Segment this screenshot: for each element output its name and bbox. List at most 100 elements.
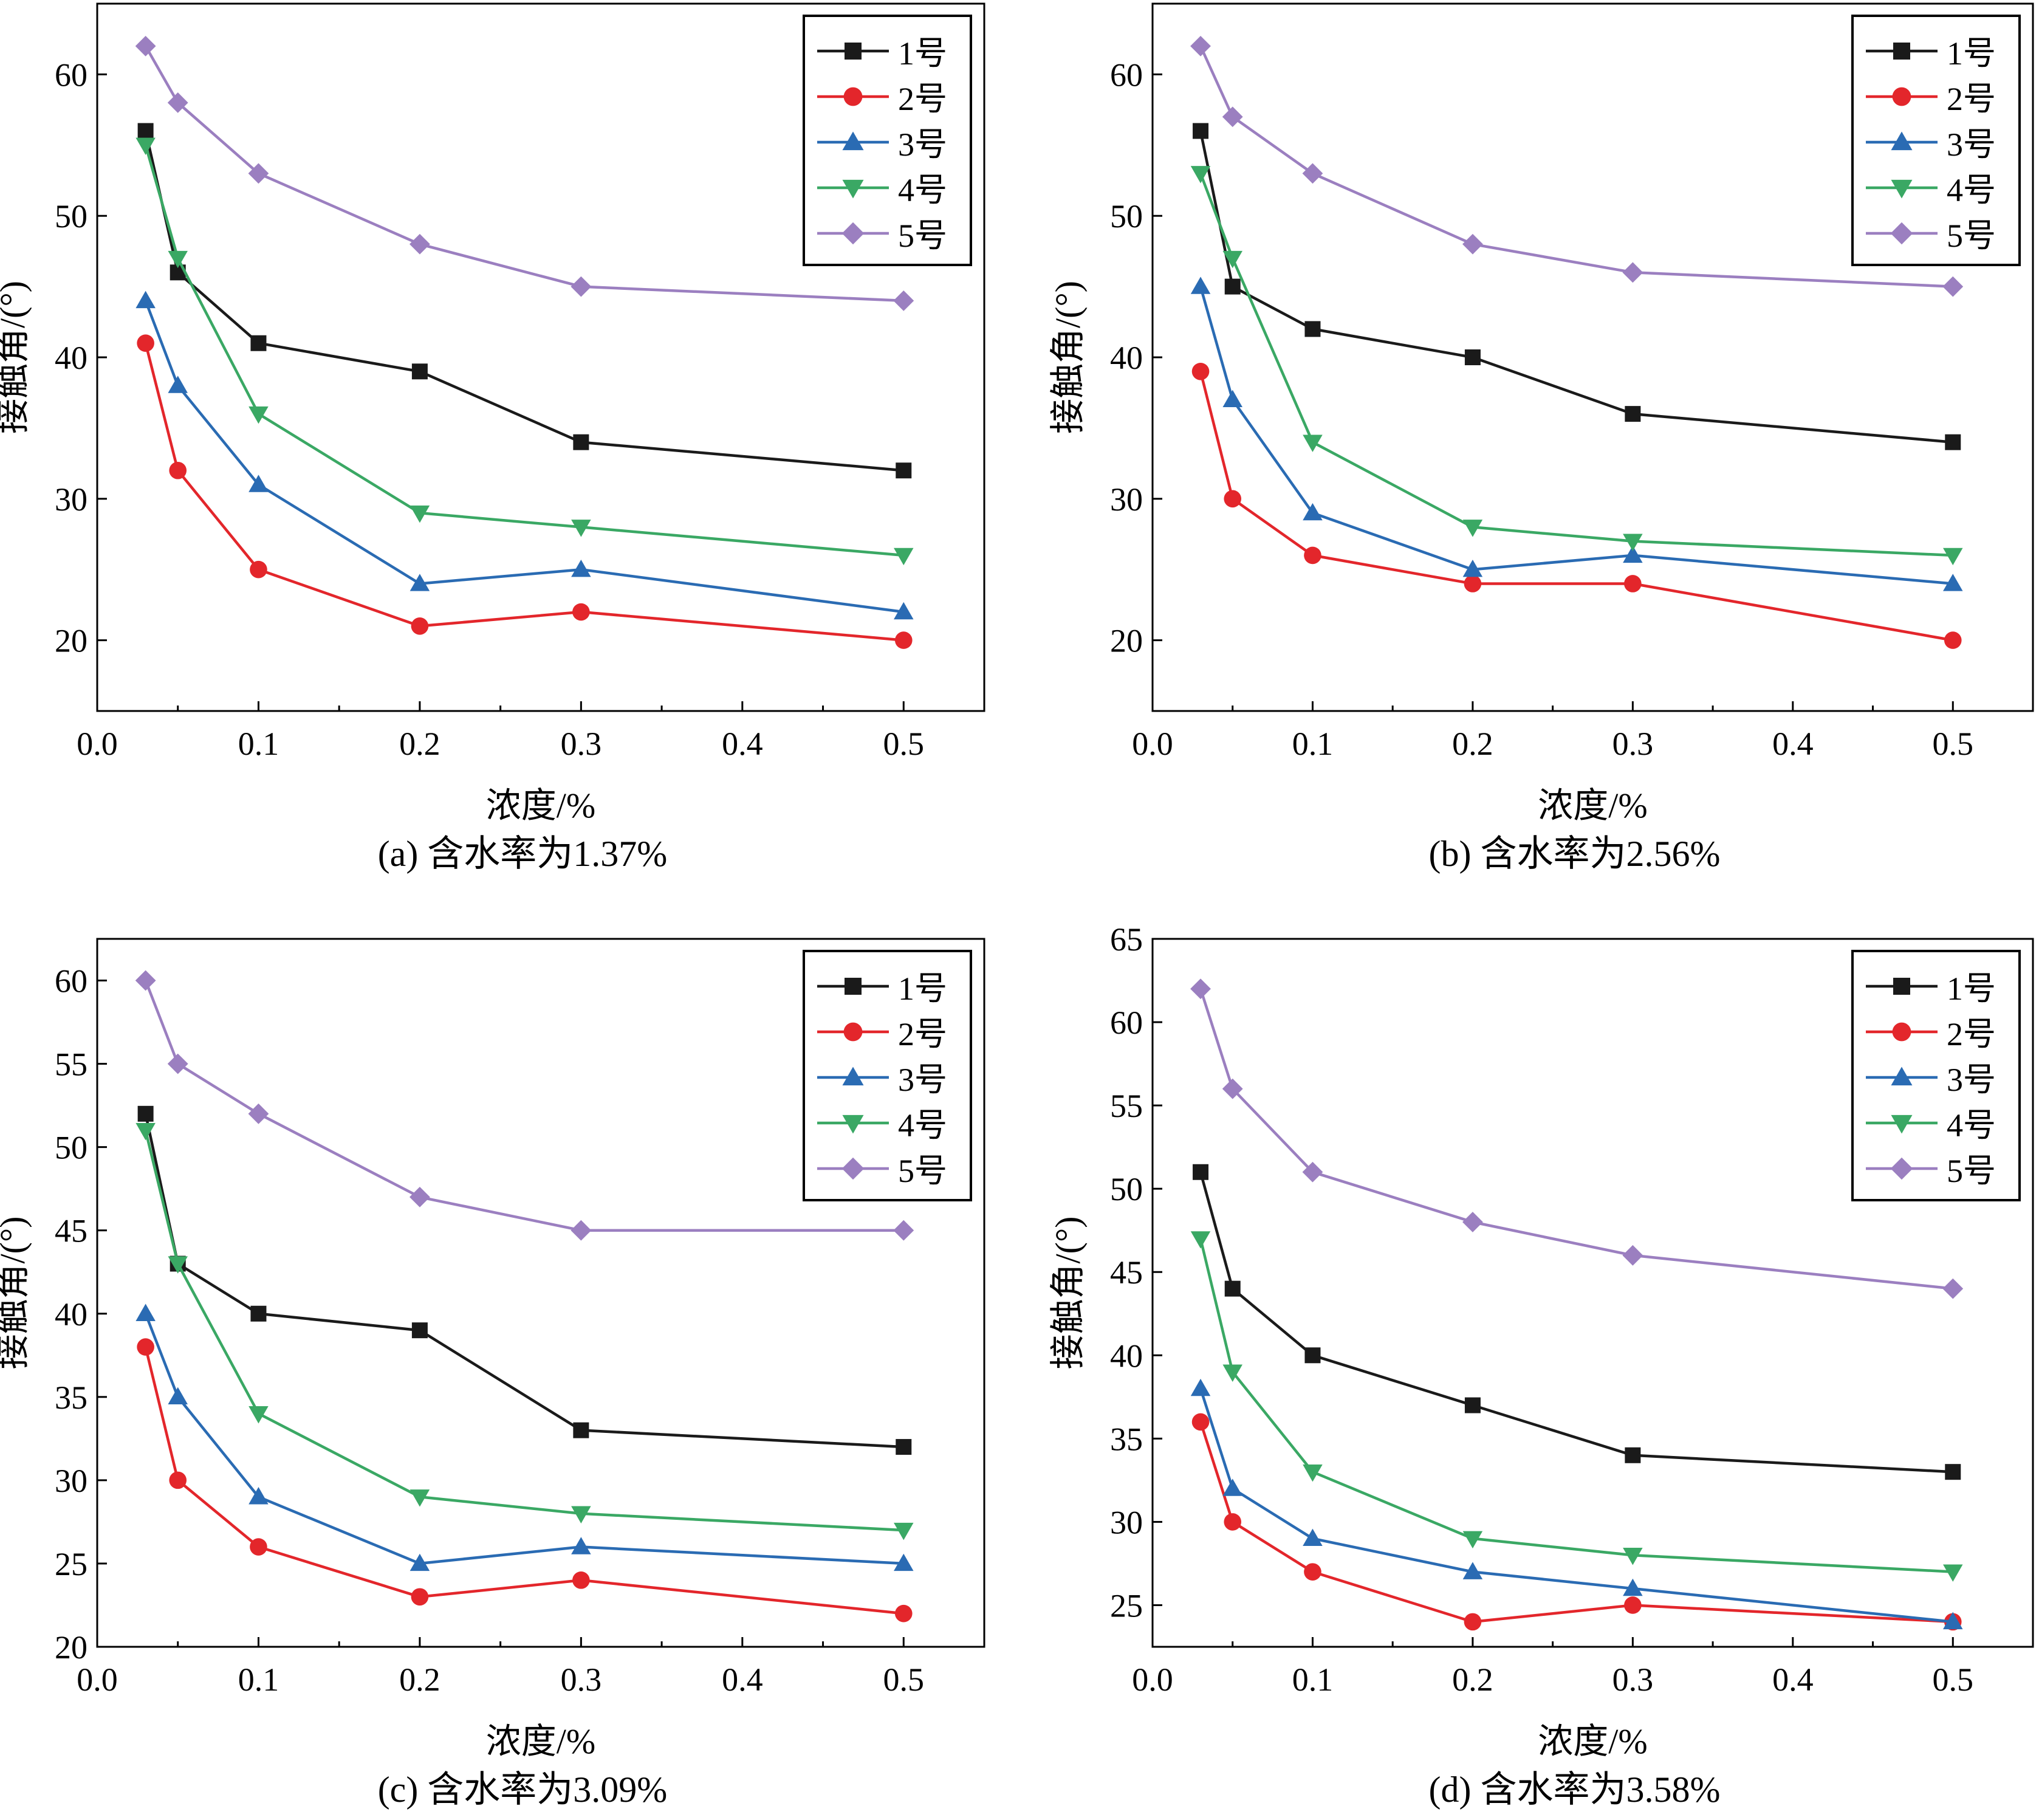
- y-tick-label: 20: [55, 1629, 87, 1666]
- data-point-series-5: [410, 233, 430, 255]
- y-tick-label: 25: [55, 1546, 87, 1582]
- data-point-series-3: [571, 559, 591, 577]
- data-point-series-3: [135, 1303, 156, 1321]
- data-point-series-1: [573, 1422, 589, 1438]
- x-tick-label: 0.4: [1772, 1661, 1814, 1698]
- data-point-series-1: [1945, 434, 1961, 450]
- x-axis-label: 浓度/%: [486, 786, 595, 825]
- data-point-series-3: [571, 1537, 591, 1554]
- series-line-5: [1199, 988, 1953, 1290]
- legend-marker-2: [1892, 87, 1911, 106]
- x-tick-label: 0.1: [1292, 726, 1334, 762]
- series-line-3: [1199, 1388, 1953, 1624]
- data-point-series-2: [169, 461, 187, 479]
- legend-marker-3: [842, 131, 864, 151]
- y-tick-label: 40: [55, 340, 87, 376]
- y-tick-label: 60: [1110, 1004, 1143, 1041]
- legend-marker-1: [845, 978, 862, 995]
- y-tick-label: 60: [55, 963, 87, 1000]
- legend-box: [803, 15, 972, 266]
- y-tick-label: 50: [55, 198, 87, 235]
- series-line-1: [144, 130, 904, 472]
- data-point-series-3: [1222, 1478, 1242, 1496]
- data-point-series-5: [1622, 262, 1643, 283]
- data-point-series-1: [1224, 1280, 1241, 1297]
- x-tick-label: 0.0: [1132, 726, 1173, 762]
- y-tick-label: 30: [55, 1463, 87, 1499]
- x-tick-label: 0.4: [1772, 726, 1814, 762]
- y-tick-label: 50: [1110, 198, 1143, 235]
- data-point-series-4: [1623, 534, 1643, 551]
- data-point-series-5: [167, 92, 188, 113]
- legend-label-3: 3号: [898, 126, 947, 163]
- y-tick-label: 50: [55, 1130, 87, 1166]
- plot-frame: [1151, 938, 2034, 1648]
- data-point-series-5: [167, 1053, 188, 1074]
- data-point-series-4: [1190, 166, 1211, 184]
- data-point-series-2: [572, 1571, 590, 1589]
- data-point-series-5: [135, 970, 156, 991]
- series-line-2: [144, 343, 904, 642]
- legend-label-3: 3号: [1947, 1062, 1996, 1098]
- x-tick-label: 0.2: [399, 726, 440, 762]
- data-point-series-2: [1191, 1413, 1210, 1431]
- data-point-series-5: [893, 1220, 914, 1241]
- data-point-series-5: [1622, 1245, 1643, 1266]
- legend-marker-3: [1891, 131, 1913, 151]
- series-line-2: [144, 1347, 904, 1615]
- data-point-series-4: [248, 1406, 269, 1424]
- data-point-series-3: [1303, 1528, 1323, 1547]
- legend-label-2: 2号: [898, 81, 947, 117]
- data-point-series-2: [250, 1538, 267, 1556]
- data-point-series-1: [1625, 406, 1641, 422]
- x-tick-label: 0.0: [77, 726, 118, 762]
- data-point-series-4: [1303, 1464, 1323, 1482]
- x-tick-label: 0.5: [883, 726, 925, 762]
- x-axis-label: 浓度/%: [1538, 786, 1647, 825]
- x-tick-label: 0.3: [561, 1661, 602, 1698]
- data-point-series-1: [411, 363, 428, 380]
- legend-marker-5: [841, 222, 865, 245]
- data-point-series-2: [1464, 1613, 1482, 1631]
- data-point-series-3: [410, 574, 430, 591]
- legend-label-2: 2号: [898, 1016, 947, 1053]
- data-point-series-2: [1304, 546, 1321, 565]
- data-point-series-4: [410, 505, 430, 523]
- legend-label-5: 5号: [1947, 1153, 1996, 1189]
- y-tick-label: 40: [1110, 340, 1143, 376]
- data-point-series-5: [248, 1103, 269, 1124]
- x-axis-label: 浓度/%: [486, 1722, 595, 1761]
- legend-marker-1: [1893, 43, 1910, 60]
- data-point-series-1: [573, 434, 589, 450]
- x-tick-label: 0.0: [1132, 1661, 1173, 1698]
- data-point-series-3: [135, 290, 156, 309]
- series-line-1: [144, 1113, 904, 1449]
- y-tick-label: 60: [55, 57, 87, 93]
- data-point-series-5: [135, 35, 156, 57]
- legend-marker-3: [842, 1066, 864, 1086]
- series-line-2: [1199, 371, 1953, 642]
- legend-marker-2: [1892, 1022, 1911, 1042]
- y-axis-label: 接触角/(°): [1048, 281, 1088, 434]
- series-line-2: [1199, 1421, 1953, 1624]
- series-line-3: [144, 1313, 904, 1565]
- series-line-4: [1199, 1238, 1953, 1573]
- legend-label-3: 3号: [898, 1062, 947, 1098]
- data-point-series-3: [894, 1553, 914, 1571]
- legend-label-1: 1号: [1947, 970, 1996, 1007]
- data-point-series-5: [1942, 276, 1964, 297]
- data-point-series-4: [1222, 250, 1242, 269]
- legend-label-5: 5号: [898, 218, 947, 254]
- data-point-series-2: [250, 560, 267, 579]
- y-tick-label: 20: [55, 623, 87, 659]
- data-point-series-4: [1623, 1548, 1643, 1565]
- legend-marker-5: [841, 1157, 865, 1180]
- series-line-1: [1199, 131, 1953, 444]
- y-tick-label: 30: [1110, 481, 1143, 518]
- data-point-series-1: [250, 335, 267, 351]
- legend-marker-4: [1891, 1114, 1913, 1134]
- legend-box: [1851, 950, 2021, 1201]
- legend-label-2: 2号: [1947, 1016, 1996, 1053]
- data-point-series-4: [168, 250, 188, 269]
- data-point-series-1: [896, 1439, 912, 1455]
